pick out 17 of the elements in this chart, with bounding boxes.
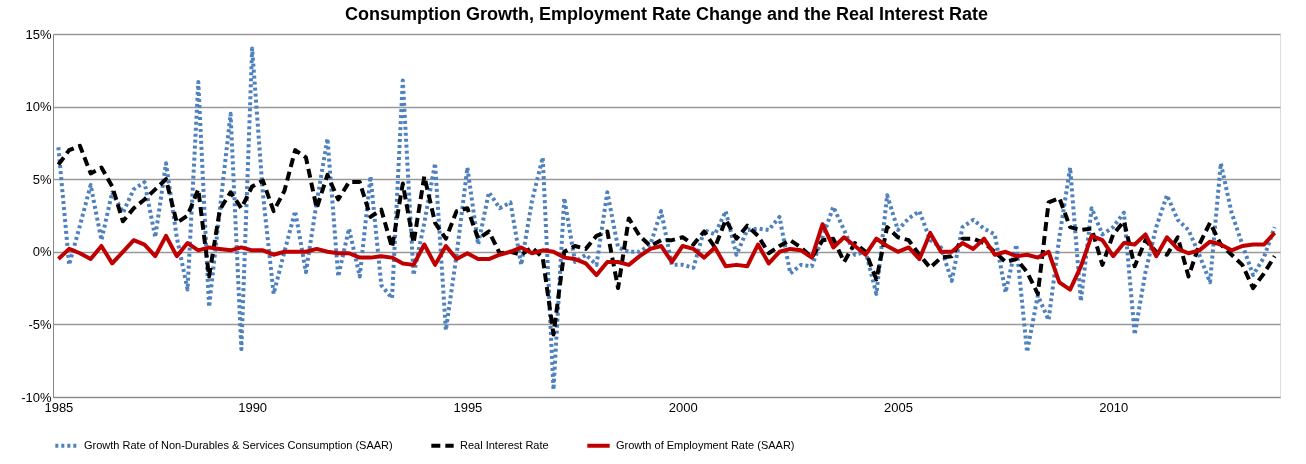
x-tick-label: 2010: [1099, 399, 1129, 415]
line-series: [56, 46, 1277, 392]
x-tick-label: 2005: [883, 399, 913, 415]
y-tick-label: -5%: [28, 316, 52, 332]
x-tick-label: 1990: [238, 399, 268, 415]
legend-label: Growth of Employment Rate (SAAR): [616, 438, 795, 451]
y-tick-label: 15%: [25, 26, 52, 42]
line-series: [56, 222, 1277, 292]
y-tick-label: 10%: [25, 99, 52, 115]
y-tick-label: 0%: [32, 244, 52, 260]
line-series: [56, 143, 1277, 337]
x-tick-label: 2000: [668, 399, 698, 415]
legend-label: Real Interest Rate: [460, 438, 549, 451]
legend-label: Growth Rate of Non-Durables & Services Consumption (SAAR): [84, 438, 393, 451]
chart-title: Consumption Growth, Employment Rate Change and the Real Interest Rate: [344, 4, 989, 24]
y-tick-label: 5%: [32, 171, 52, 187]
x-tick-label: 1995: [453, 399, 483, 415]
